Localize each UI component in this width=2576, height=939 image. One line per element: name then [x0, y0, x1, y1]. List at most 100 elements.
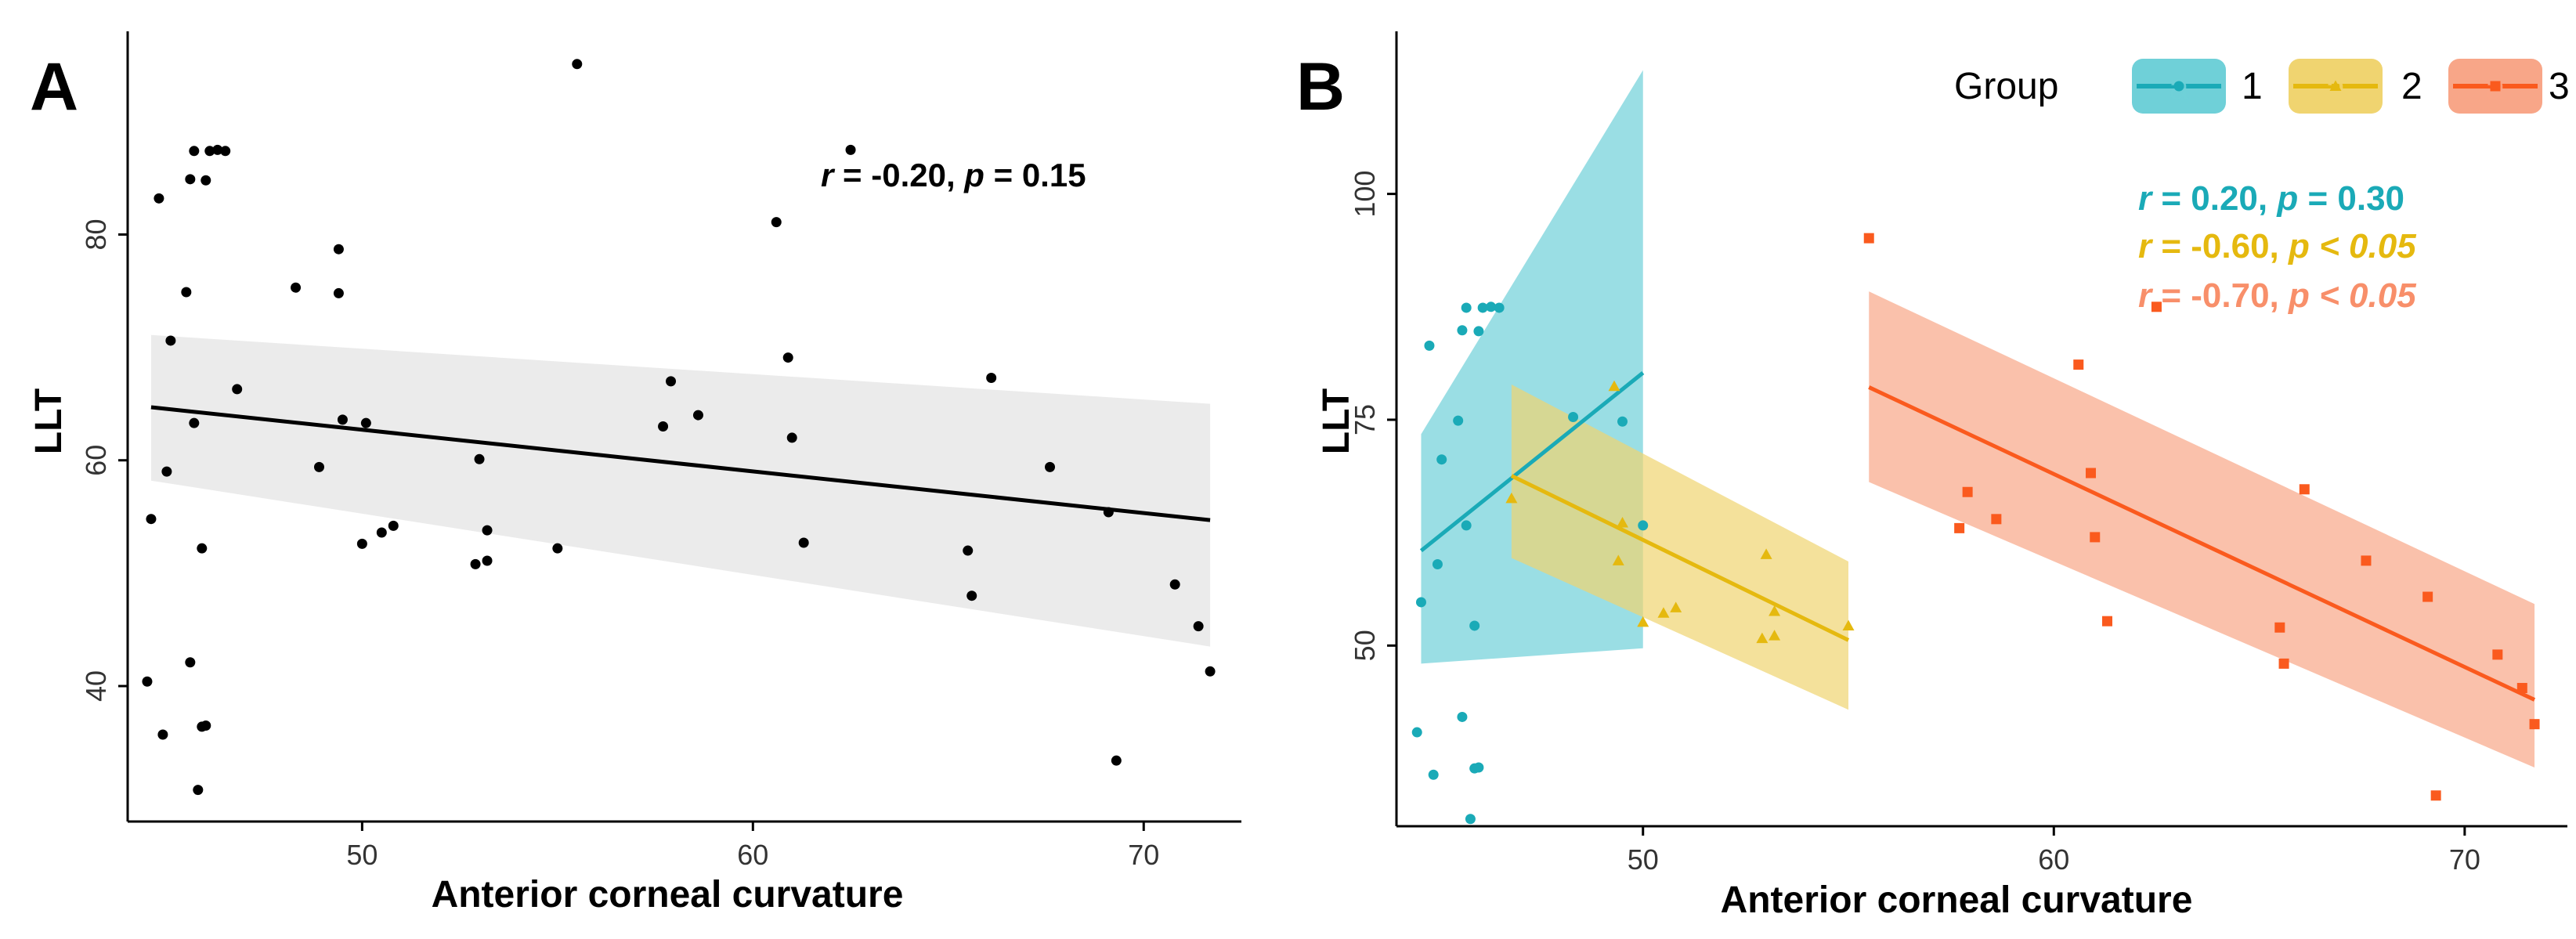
panel-a-point — [1045, 461, 1056, 472]
panel-b-point-group-1 — [1432, 559, 1443, 570]
panel-b-point-group-2 — [1505, 492, 1518, 504]
panel-a-points-layer — [142, 59, 1216, 796]
panel-a-point — [986, 373, 997, 384]
panel-a-x-tick-label: 70 — [1128, 839, 1159, 871]
panel-b-point-group-1 — [1461, 520, 1472, 531]
panel-a-point — [482, 555, 493, 566]
panel-b-point-group-3 — [2086, 468, 2097, 479]
panel-a-point — [181, 287, 192, 298]
panel-a-point — [189, 417, 200, 428]
panel-a-fit-line — [150, 405, 1211, 522]
panel-b-x-tick-label: 70 — [2449, 843, 2480, 876]
panel-a-point — [142, 676, 153, 687]
panel-b-y-axis-title: LLT — [1316, 388, 1357, 454]
panel-b-x-tick-label: 60 — [2038, 843, 2069, 876]
legend-key-marker-2 — [2329, 80, 2342, 91]
panel-a-point — [482, 525, 493, 536]
legend-title: Group — [1954, 66, 2058, 107]
panel-b-point-group-3 — [2299, 484, 2310, 495]
panel-a-point — [966, 590, 977, 601]
panel-b-point-group-1 — [1617, 416, 1628, 427]
panel-b-point-group-1 — [1424, 340, 1435, 351]
panel-a-x-axis-title: Anterior corneal curvature — [432, 874, 904, 916]
panel-a-point — [185, 657, 196, 668]
panel-a-ci-band — [150, 334, 1211, 647]
panel-b-y-tick-label: 75 — [1349, 404, 1381, 435]
panel-b-point-group-1 — [1638, 520, 1649, 531]
panel-a-point — [333, 244, 344, 255]
panel-a-point — [1103, 507, 1114, 518]
panel-b: B 50 60 70 50 75 100 Anterior corneal curvat… — [1296, 31, 2570, 921]
panel-b-x-ticks: 50 60 70 — [1628, 826, 2480, 876]
panel-b-point-group-1 — [1477, 302, 1488, 313]
panel-a-x-tick-label: 60 — [737, 839, 768, 871]
panel-b-annotation-group-1: r = 0.20, p = 0.30 — [2138, 179, 2404, 218]
panel-b-point-group-2 — [1756, 632, 1769, 644]
panel-a-y-tick-label: 40 — [80, 670, 112, 702]
panel-b-point-group-2 — [1670, 601, 1682, 612]
panel-b-point-group-1 — [1457, 325, 1468, 336]
panel-a-point — [963, 545, 974, 556]
panel-a-point — [146, 514, 157, 525]
panel-b-fit-line-group-1 — [1419, 371, 1645, 553]
panel-a-point — [771, 217, 782, 228]
panel-b-legend: Group a 1 a 2 a 3 — [1954, 59, 2570, 114]
legend-key-group-1: a — [2132, 59, 2226, 114]
panel-b-ci-band-group-3 — [1869, 291, 2535, 768]
panel-a-point — [798, 537, 809, 548]
panel-b-ci-band-group-2 — [1511, 384, 1849, 710]
panel-a-point — [845, 144, 856, 155]
panel-b-x-axis-title: Anterior corneal curvature — [1721, 879, 2193, 921]
panel-b-fit-layer — [1419, 371, 2536, 702]
panel-b-point-group-2 — [1617, 516, 1629, 528]
panel-a-y-tick-label: 80 — [80, 218, 112, 250]
panel-b-point-group-3 — [2529, 719, 2540, 730]
panel-b-x-tick-label: 50 — [1628, 843, 1659, 876]
panel-b-point-group-1 — [1473, 326, 1484, 337]
panel-a-point — [165, 335, 176, 346]
panel-a-point — [360, 417, 371, 428]
panel-b-point-group-3 — [2430, 790, 2441, 801]
panel-a-x-tick-label: 50 — [346, 839, 378, 871]
panel-a-y-tick-label: 60 — [80, 445, 112, 476]
panel-b-point-group-3 — [2278, 658, 2289, 669]
panel-b-point-group-1 — [1465, 814, 1476, 825]
panel-b-point-group-3 — [1962, 486, 1973, 497]
panel-b-point-group-1 — [1473, 762, 1484, 773]
panel-a-point — [388, 520, 399, 531]
panel-b-point-group-1 — [1494, 302, 1505, 313]
panel-a-x-ticks: 50 60 70 — [346, 822, 1159, 871]
panel-b-point-group-2 — [1612, 554, 1624, 565]
panel-b-y-ticks: 50 75 100 — [1349, 171, 1396, 661]
legend-label-group-2: 2 — [2401, 66, 2422, 107]
panel-a-y-ticks: 40 60 80 — [80, 218, 128, 702]
panel-b-point-group-3 — [2422, 591, 2433, 602]
panel-a-point — [201, 175, 211, 186]
panel-a-point — [154, 193, 164, 204]
panel-b-point-group-1 — [1453, 415, 1464, 426]
panel-a-point — [1169, 579, 1180, 590]
panel-a-point — [185, 174, 196, 185]
panel-b-y-tick-label: 50 — [1349, 630, 1381, 661]
panel-b-point-group-2 — [1608, 380, 1620, 392]
legend-key-marker-3 — [2490, 81, 2501, 92]
legend-key-marker-1 — [2173, 81, 2184, 92]
panel-a-point — [786, 432, 797, 443]
panel-b-point-group-3 — [2151, 302, 2162, 312]
panel-a: A 50 60 70 40 60 80 Anterior corneal curvatu… — [28, 31, 1241, 916]
panel-a-label: A — [30, 49, 78, 125]
panel-b-annotation-group-3: r = -0.70, p < 0.05 — [2138, 276, 2416, 315]
legend-key-group-2: a — [2289, 59, 2383, 114]
panel-a-point — [201, 720, 211, 731]
panel-b-point-group-2 — [1842, 619, 1855, 630]
panel-b-point-group-1 — [1457, 711, 1468, 722]
panel-b-ci-band-layer — [1421, 70, 2535, 768]
panel-a-correlation-annotation: r = -0.20, p = 0.15 — [821, 157, 1086, 193]
panel-a-ci-band-layer — [150, 334, 1211, 647]
panel-a-point — [157, 729, 168, 740]
panel-b-fit-line-group-2 — [1510, 474, 1850, 642]
panel-b-point-group-2 — [1769, 630, 1781, 641]
panel-a-point — [333, 287, 344, 298]
panel-a-point — [337, 414, 348, 425]
panel-a-point — [313, 461, 324, 472]
